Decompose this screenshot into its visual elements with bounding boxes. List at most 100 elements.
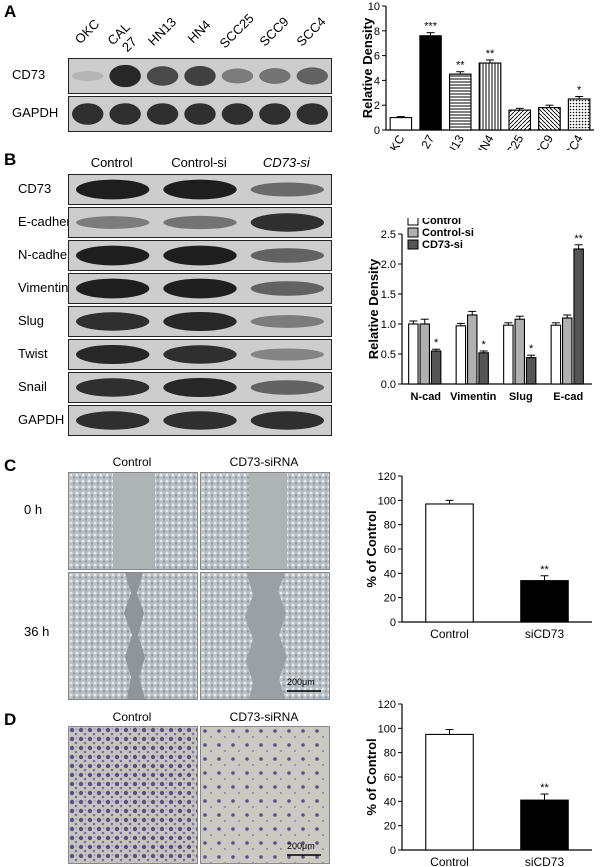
y-axis-title: % of Control (364, 738, 379, 815)
bar (389, 117, 413, 131)
y-tick-label: 40 (384, 796, 396, 808)
wound-col-label-control: Control (112, 455, 152, 469)
x-tick-label: siCD73 (525, 855, 565, 867)
panel-letter-a: A (4, 2, 17, 21)
blot-band (296, 103, 329, 125)
scale-bar-label-c: 200μm (287, 677, 315, 687)
x-tick-label: SCC9 (528, 132, 556, 150)
significance-mark: * (434, 337, 439, 349)
blot-band (109, 64, 141, 88)
blot-lane-label: HN4 (184, 17, 214, 47)
blot-band (71, 71, 104, 81)
blot-band (250, 380, 325, 395)
x-tick-label: Vimentin (450, 391, 497, 403)
legend-label: Control (422, 218, 461, 227)
y-tick-label: 2.0 (381, 259, 396, 271)
blot-band (146, 103, 179, 125)
blot-row-label: Slug (18, 312, 45, 328)
blot-band (163, 345, 237, 364)
significance-mark: ** (574, 233, 583, 245)
y-tick-label: 20 (384, 593, 396, 605)
blot-strip (68, 306, 332, 337)
legend-swatch (407, 239, 419, 250)
x-tick-label: OKC (382, 132, 407, 150)
wound-image-sirna-0h (200, 472, 330, 570)
blot-strip (68, 405, 332, 436)
blot-band (163, 278, 237, 299)
blot-strip (68, 273, 332, 304)
x-tick-label: Control (430, 627, 469, 641)
y-tick-label: 100 (378, 495, 396, 507)
bar-pattern (478, 62, 502, 131)
invasion-col-label-control: Control (112, 710, 152, 724)
blot-band (184, 103, 216, 125)
blot-lane-label: CD73-si (262, 155, 310, 170)
blot-band (259, 68, 291, 84)
blot-strip (68, 58, 332, 94)
wound-col-label-sirna: CD73-siRNA (229, 455, 299, 469)
x-tick-label: CAL 27 (405, 132, 437, 150)
blot-lane-label: CAL 27 (104, 19, 140, 55)
blot-strip-bands (71, 64, 329, 88)
invasion-col-label-sirna: CD73-siRNA (229, 710, 299, 724)
chart-c-wound-healing: 0 20 40 60 80 100 120 % of Control Control ** siCD… (364, 471, 592, 641)
bar (425, 733, 474, 851)
blot-band (259, 103, 291, 125)
bar-pattern (449, 73, 472, 131)
blot-lane-label: HN13 (144, 14, 179, 49)
blot-band (75, 278, 150, 299)
legend-label: Control-si (422, 227, 474, 239)
blot-row-label: E-cadherin (18, 213, 81, 229)
legend-swatch (407, 218, 419, 226)
bar-pattern (538, 107, 561, 131)
blot-band (250, 182, 325, 197)
scale-bar-label-d: 200μm (287, 841, 315, 851)
x-tick-label: siCD73 (525, 627, 565, 641)
y-tick-label: 100 (378, 723, 396, 735)
bar-pattern (508, 109, 531, 131)
blot-band (250, 411, 325, 430)
x-tick-label: HN4 (472, 132, 496, 150)
x-tick-label: N-cad (410, 391, 441, 403)
panel-letter-b: B (4, 150, 17, 169)
y-tick-label: 8 (374, 26, 380, 38)
blot-strip (68, 96, 332, 132)
blot-band (75, 245, 150, 266)
y-axis-title: Relative Density (362, 17, 375, 118)
x-tick-label: E-cad (553, 391, 583, 403)
significance-mark: *** (424, 21, 438, 33)
blot-strip (68, 240, 332, 271)
blot-row-label: CD73 (12, 67, 46, 82)
wound-row-label-0h: 0 h (24, 502, 43, 517)
x-tick-label: SCC4 (558, 132, 586, 150)
y-tick-label: 1.0 (381, 319, 396, 331)
blot-band (250, 248, 325, 263)
blot-band (75, 179, 150, 200)
blot-band (250, 213, 325, 232)
bar (520, 580, 569, 623)
bar (514, 318, 526, 385)
blot-lane-label: SCC9 (256, 13, 292, 50)
blot-band (163, 179, 237, 200)
y-tick-label: 80 (384, 520, 396, 532)
blot-row-label: N-cadherin (18, 246, 82, 262)
blot-band (250, 348, 325, 361)
blot-strip-bands (71, 103, 329, 125)
significance-mark: ** (540, 564, 549, 576)
y-tick-label: 4 (374, 75, 380, 87)
blot-strip-bands (75, 377, 325, 398)
blot-band (221, 68, 254, 84)
blot-strip-bands (75, 179, 325, 200)
bar (419, 35, 442, 131)
blot-band (250, 315, 325, 328)
significance-mark: ** (540, 782, 549, 794)
blot-band (163, 411, 237, 430)
blot-band (296, 67, 329, 85)
y-axis-title: Relative Density (366, 258, 381, 359)
blot-row-label: GAPDH (18, 411, 65, 427)
blot-lane-label: OKC (71, 16, 102, 47)
significance-mark: ** (486, 48, 495, 60)
y-tick-label: 10 (368, 1, 380, 13)
y-tick-label: 60 (384, 544, 396, 556)
